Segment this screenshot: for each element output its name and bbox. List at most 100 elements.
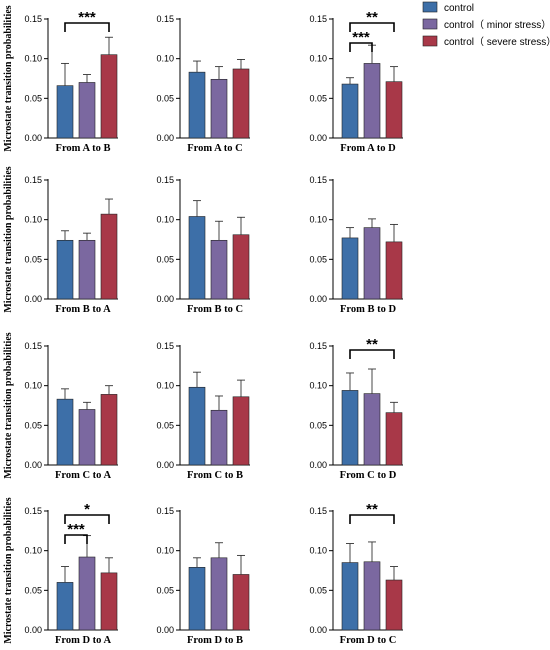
y-tick-label: 0.05 bbox=[309, 585, 327, 595]
significance-bracket bbox=[349, 349, 395, 359]
y-tick-label: 0.10 bbox=[156, 546, 174, 556]
legend-label: control bbox=[444, 3, 474, 14]
significance-bracket bbox=[349, 514, 395, 524]
y-tick-label: 0.05 bbox=[309, 254, 327, 264]
y-axis-title-row-1: Microstate transition probabilities bbox=[3, 5, 14, 151]
y-tick-label: 0.00 bbox=[24, 133, 42, 143]
panel-1: 0.00 0.05 0.10 0.15 From A to C bbox=[156, 14, 250, 154]
y-tick-label: 0.15 bbox=[24, 506, 42, 516]
y-tick-label: 0.10 bbox=[309, 381, 327, 391]
legend-swatch bbox=[422, 1, 438, 13]
y-tick-label: 0.15 bbox=[309, 14, 327, 24]
panel-6: 0.00 0.05 0.10 0.15 From C to A bbox=[24, 341, 118, 481]
y-tick-label: 0.15 bbox=[156, 14, 174, 24]
y-tick-label: 0.00 bbox=[24, 294, 42, 304]
y-axis-title-row-2: Microstate transition probabilities bbox=[3, 166, 14, 312]
y-axis-title-row-3: Microstate transition probabilities bbox=[3, 332, 14, 478]
x-axis-label: From B to C bbox=[187, 304, 243, 315]
bar-minor-stress bbox=[78, 239, 96, 300]
x-axis-label: From D to B bbox=[187, 635, 243, 646]
y-tick-label: 0.10 bbox=[156, 54, 174, 64]
panel-4: 0.00 0.05 0.10 0.15 From B to C bbox=[156, 175, 250, 315]
legend-label: control（ minor stress） bbox=[444, 19, 550, 31]
x-axis-label: From A to C bbox=[187, 143, 243, 154]
y-tick-label: 0.15 bbox=[156, 175, 174, 185]
panel-7: 0.00 0.05 0.10 0.15 From C to B bbox=[156, 341, 250, 481]
y-tick-label: 0.10 bbox=[309, 54, 327, 64]
y-tick-label: 0.05 bbox=[24, 93, 42, 103]
significance-label: ** bbox=[366, 336, 378, 353]
legend: control control（ minor stress） control（ se… bbox=[422, 1, 550, 48]
y-tick-label: 0.05 bbox=[156, 420, 174, 430]
significance-label: *** bbox=[78, 9, 96, 26]
y-tick-label: 0.10 bbox=[309, 215, 327, 225]
bar-control bbox=[188, 216, 206, 300]
y-tick-label: 0.15 bbox=[156, 341, 174, 351]
panel-5: 0.00 0.05 0.10 0.15 From B to D bbox=[309, 175, 403, 315]
x-axis-label: From B to D bbox=[340, 304, 397, 315]
bar-control bbox=[188, 567, 206, 631]
bar-severe-stress bbox=[385, 579, 403, 631]
bar-severe-stress bbox=[100, 572, 118, 631]
bar-control bbox=[341, 390, 359, 466]
y-axis-title-row-4: Microstate transition probabilities bbox=[3, 497, 14, 643]
bar-control bbox=[341, 562, 359, 631]
significance-label: *** bbox=[67, 521, 85, 538]
y-tick-label: 0.00 bbox=[156, 294, 174, 304]
y-tick-label: 0.15 bbox=[24, 341, 42, 351]
x-axis-label: From A to D bbox=[340, 143, 396, 154]
panel-11: 0.00 0.05 0.10 0.15 From D to C ** bbox=[309, 501, 403, 646]
bar-severe-stress bbox=[385, 412, 403, 466]
significance-label: ** bbox=[366, 501, 378, 518]
y-tick-label: 0.00 bbox=[309, 294, 327, 304]
legend-label: control（ severe stress） bbox=[444, 36, 550, 48]
significance-bracket bbox=[349, 42, 373, 52]
bar-control bbox=[56, 85, 74, 139]
x-axis-label: From D to C bbox=[340, 635, 397, 646]
x-axis-label: From C to D bbox=[340, 470, 397, 481]
x-axis-label: From C to A bbox=[55, 470, 112, 481]
y-tick-label: 0.10 bbox=[24, 546, 42, 556]
bar-minor-stress bbox=[210, 557, 228, 631]
bar-minor-stress bbox=[78, 409, 96, 466]
significance-bracket bbox=[64, 22, 110, 32]
y-tick-label: 0.10 bbox=[309, 546, 327, 556]
bar-minor-stress bbox=[363, 227, 381, 300]
y-tick-label: 0.05 bbox=[156, 93, 174, 103]
bar-severe-stress bbox=[232, 234, 250, 300]
y-tick-label: 0.05 bbox=[24, 585, 42, 595]
panel-8: 0.00 0.05 0.10 0.15 From C to D ** bbox=[309, 336, 403, 481]
y-tick-label: 0.05 bbox=[24, 420, 42, 430]
panel-0: 0.00 0.05 0.10 0.15 From A to B *** bbox=[24, 9, 118, 154]
y-tick-label: 0.05 bbox=[156, 585, 174, 595]
bar-minor-stress bbox=[210, 239, 228, 300]
significance-bracket bbox=[64, 514, 110, 524]
bar-control bbox=[188, 386, 206, 466]
y-tick-label: 0.00 bbox=[309, 625, 327, 635]
significance-bracket bbox=[349, 22, 395, 32]
y-tick-label: 0.00 bbox=[156, 625, 174, 635]
bar-minor-stress bbox=[78, 556, 96, 631]
bar-minor-stress bbox=[78, 82, 96, 139]
x-axis-label: From D to A bbox=[55, 635, 112, 646]
y-tick-label: 0.05 bbox=[309, 93, 327, 103]
significance-label: *** bbox=[352, 29, 370, 46]
significance-label: ** bbox=[366, 9, 378, 26]
bar-severe-stress bbox=[385, 241, 403, 300]
bar-minor-stress bbox=[363, 561, 381, 631]
bar-severe-stress bbox=[232, 396, 250, 466]
x-axis-label: From B to A bbox=[55, 304, 111, 315]
y-tick-label: 0.10 bbox=[156, 381, 174, 391]
bar-severe-stress bbox=[100, 54, 118, 139]
y-tick-label: 0.15 bbox=[309, 341, 327, 351]
y-tick-label: 0.00 bbox=[24, 460, 42, 470]
y-tick-label: 0.00 bbox=[24, 625, 42, 635]
panel-10: 0.00 0.05 0.10 0.15 From D to B bbox=[156, 506, 250, 646]
bar-severe-stress bbox=[100, 213, 118, 300]
y-tick-label: 0.00 bbox=[309, 133, 327, 143]
significance-bracket bbox=[64, 534, 88, 544]
